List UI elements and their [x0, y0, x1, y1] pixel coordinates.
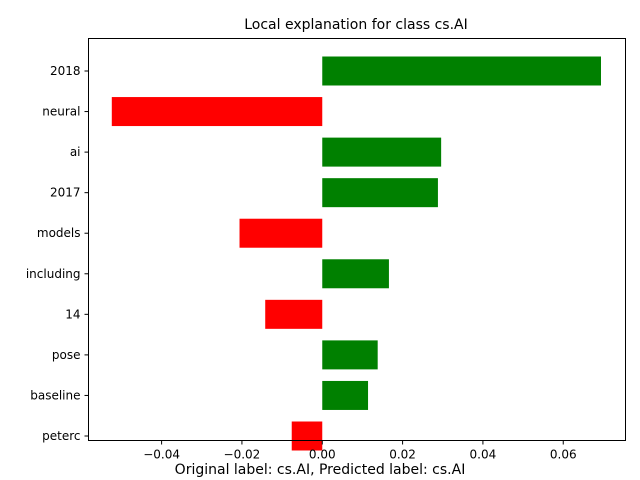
y-tick-label: 14	[65, 307, 80, 321]
x-tick-label: 0.04	[470, 448, 497, 462]
y-tick-label: 2018	[50, 64, 81, 78]
x-tick-label: −0.04	[143, 448, 180, 462]
bar-baseline	[322, 380, 369, 410]
chart-title: Local explanation for class cs.AI	[244, 17, 468, 33]
y-tick-label: pose	[52, 348, 81, 362]
plot-frame	[88, 38, 626, 441]
y-tick-label: peterc	[42, 429, 80, 443]
bar-peterc	[291, 421, 323, 451]
y-tick-label: models	[37, 226, 81, 240]
x-tick-label: 0.02	[389, 448, 416, 462]
y-tick-label: neural	[42, 105, 80, 119]
bar-including	[322, 259, 389, 289]
y-tick-label: 2017	[50, 186, 81, 200]
bar-14	[265, 299, 323, 329]
bars-group	[111, 56, 601, 451]
y-tick-label: including	[26, 267, 81, 281]
bar-pose	[322, 340, 378, 370]
x-axis-ticks: −0.04 −0.02 0.00 0.02 0.04 0.06	[143, 440, 577, 462]
bar-2017	[322, 178, 438, 208]
bar-models	[239, 218, 323, 248]
bar-2018	[322, 56, 601, 86]
chart-caption: Original label: cs.AI, Predicted label: …	[175, 462, 466, 478]
x-tick-label: 0.06	[550, 448, 577, 462]
y-tick-label: baseline	[30, 388, 80, 402]
y-axis-ticks: 2018 neural ai 2017 models including 14 pose bas…	[26, 64, 89, 443]
bar-ai	[322, 137, 442, 167]
x-tick-label: −0.02	[224, 448, 261, 462]
bar-neural	[111, 97, 323, 127]
x-tick-label: 0.00	[309, 448, 336, 462]
y-tick-label: ai	[70, 145, 81, 159]
